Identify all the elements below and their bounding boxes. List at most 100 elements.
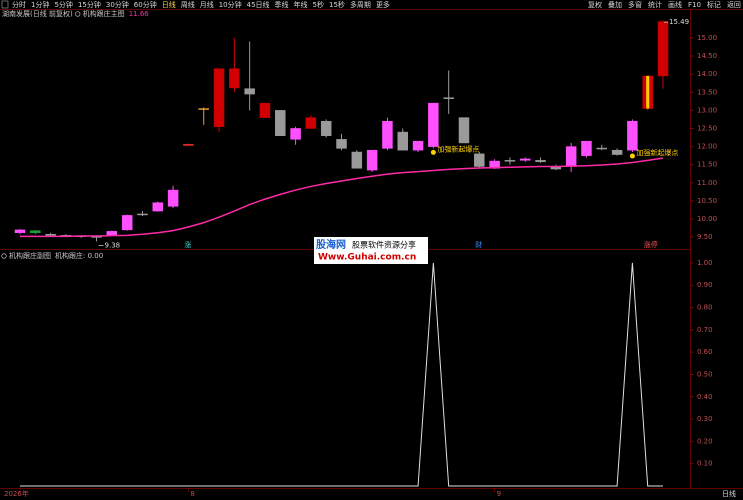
y-tick-label: 14.50 bbox=[697, 52, 717, 60]
watermark: 股海网 股票软件资源分享 Www.Guhai.com.cn bbox=[314, 237, 428, 264]
signal-annotation: 加强新起爆点 bbox=[437, 144, 479, 153]
high-label: 15.49 bbox=[669, 18, 689, 26]
y-tick-label: 10.50 bbox=[697, 197, 717, 205]
y-tick-label: 10.00 bbox=[697, 215, 717, 223]
toolbar-tab[interactable]: 45日线 bbox=[247, 0, 270, 9]
toolbar-tab[interactable]: 季线 bbox=[275, 0, 289, 9]
y-tick-label: 0.50 bbox=[697, 370, 713, 378]
y-tick-label: 13.50 bbox=[697, 88, 717, 96]
y-tick-label: 11.00 bbox=[697, 179, 717, 187]
candle-body bbox=[535, 160, 546, 163]
sub-indicator-name: 机构跟庄副图 bbox=[9, 251, 51, 260]
candle-body bbox=[30, 230, 41, 234]
candle-body bbox=[519, 158, 531, 161]
toolbar-tab[interactable]: 15秒 bbox=[329, 0, 345, 9]
toolbar-button[interactable]: 复权 bbox=[588, 0, 602, 9]
y-tick-label: 1.00 bbox=[697, 259, 713, 267]
y-tick-label: 0.10 bbox=[697, 460, 713, 468]
toolbar-tab[interactable]: 5秒 bbox=[313, 0, 324, 9]
candle-body bbox=[474, 153, 485, 167]
toolbar-tab[interactable]: 月线 bbox=[200, 0, 214, 9]
watermark-logo: 股海网 bbox=[316, 238, 346, 251]
toolbar-button[interactable]: 统计 bbox=[648, 0, 662, 9]
candle-body bbox=[397, 131, 408, 151]
candle-body bbox=[183, 144, 194, 146]
signal-annotation: 加强新起爆点 bbox=[636, 148, 678, 157]
x-tick-label: 2026年 bbox=[4, 489, 29, 498]
watermark-box bbox=[314, 237, 428, 264]
candle-body bbox=[581, 140, 592, 156]
signal-icon bbox=[430, 149, 436, 155]
candle-body bbox=[428, 102, 439, 147]
candle-body bbox=[244, 88, 255, 95]
signal-icon bbox=[629, 153, 635, 159]
moving-average bbox=[20, 157, 664, 238]
candle-body bbox=[14, 229, 26, 234]
toolbar-button[interactable]: 画线 bbox=[668, 0, 682, 9]
candle-body bbox=[611, 149, 623, 155]
indicator-value: 11.66 bbox=[129, 10, 150, 18]
event-marker[interactable]: 财 bbox=[475, 240, 482, 249]
y-tick-label: 13.00 bbox=[697, 106, 717, 114]
event-marker[interactable]: 涨停 bbox=[644, 240, 658, 249]
candle-body bbox=[198, 108, 209, 110]
y-tick-label: 0.20 bbox=[697, 437, 713, 445]
x-tick-label: 8 bbox=[190, 490, 194, 498]
candle-body bbox=[152, 202, 164, 212]
toolbar-tab[interactable]: 1分钟 bbox=[31, 0, 49, 9]
candle-body bbox=[565, 146, 577, 167]
candle-body bbox=[366, 149, 378, 171]
toolbar-tab[interactable]: 30分钟 bbox=[106, 0, 129, 9]
indicator-name: 机构跟庄主图 bbox=[83, 9, 125, 18]
watermark-url: Www.Guhai.com.cn bbox=[318, 253, 416, 263]
y-tick-label: 12.00 bbox=[697, 143, 717, 151]
y-tick-label: 14.00 bbox=[697, 70, 717, 78]
sub-indicator-value: 机构跟庄: 0.00 bbox=[55, 251, 103, 260]
candle-body bbox=[336, 139, 347, 149]
axis-border bbox=[690, 10, 691, 488]
toolbar-tab[interactable]: 5分钟 bbox=[54, 0, 72, 9]
toolbar-tab[interactable]: 周线 bbox=[181, 0, 195, 9]
candle-body bbox=[320, 120, 332, 136]
toolbar-tab[interactable]: 分时 bbox=[12, 0, 26, 9]
candle-body bbox=[412, 140, 424, 151]
toolbar-icon[interactable] bbox=[1, 0, 9, 9]
toolbar-button[interactable]: 叠加 bbox=[608, 0, 622, 9]
toolbar-tab[interactable]: 年线 bbox=[294, 0, 308, 9]
candle-body bbox=[627, 120, 638, 151]
toolbar-tab[interactable]: 10分钟 bbox=[219, 0, 242, 9]
toolbar-button[interactable]: 多窗 bbox=[628, 0, 642, 9]
toolbar-button[interactable]: 返回 bbox=[727, 1, 741, 9]
toolbar-button[interactable]: 标记 bbox=[707, 0, 721, 9]
toolbar-tab[interactable]: 更多 bbox=[376, 0, 390, 9]
watermark-slogan: 股票软件资源分享 bbox=[352, 240, 416, 250]
y-tick-label: 0.80 bbox=[697, 304, 713, 312]
period-label[interactable]: 日线 bbox=[722, 489, 736, 498]
y-tick-label: 0.40 bbox=[697, 393, 713, 401]
toolbar-tab[interactable]: 60分钟 bbox=[134, 0, 157, 9]
y-tick-label: 0.60 bbox=[697, 348, 713, 356]
low-label: 9.38 bbox=[105, 241, 121, 249]
candle-body bbox=[382, 120, 393, 149]
candle-body bbox=[45, 233, 56, 236]
indicator-icon bbox=[1, 253, 7, 259]
toolbar-button[interactable]: F10 bbox=[688, 1, 701, 9]
toolbar-tab[interactable]: 15分钟 bbox=[78, 0, 101, 9]
candle-body bbox=[290, 128, 301, 140]
indicator-icon bbox=[74, 11, 81, 17]
candle-body bbox=[213, 68, 225, 127]
toolbar-tab[interactable]: 多周期 bbox=[350, 0, 371, 9]
y-tick-label: 0.70 bbox=[697, 326, 713, 334]
candle-body bbox=[458, 117, 470, 144]
event-marker[interactable]: 涨 bbox=[184, 240, 191, 249]
candle-body bbox=[137, 213, 148, 216]
bottom-border bbox=[0, 488, 743, 489]
toolbar-tab[interactable]: 日线 bbox=[162, 0, 176, 9]
y-tick-label: 9.50 bbox=[697, 233, 713, 241]
indicator-line bbox=[20, 262, 664, 487]
candle-body bbox=[275, 110, 286, 136]
candle-body bbox=[121, 215, 133, 231]
candle-body bbox=[167, 189, 179, 207]
y-tick-label: 12.50 bbox=[697, 124, 717, 132]
